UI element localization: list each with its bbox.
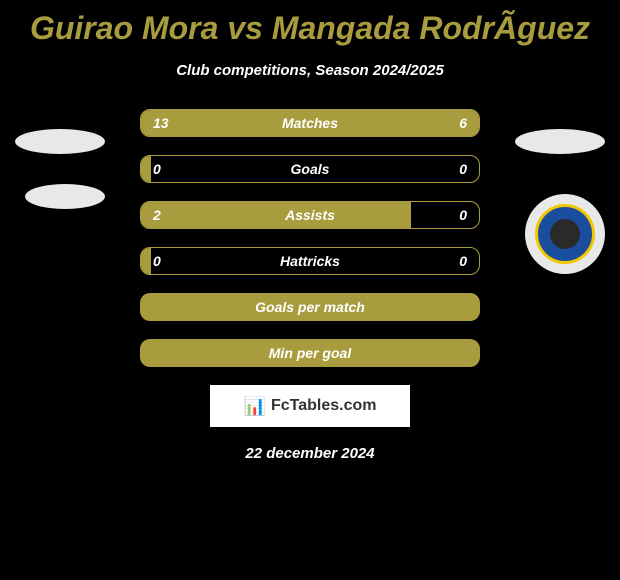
club-logo-icon — [535, 204, 595, 264]
comparison-content: 13 Matches 6 0 Goals 0 2 Assists 0 0 Hat… — [0, 109, 620, 462]
stat-row-min-per-goal: Min per goal — [140, 339, 480, 367]
stat-label: Assists — [141, 207, 479, 223]
player-badge-left — [25, 184, 105, 209]
stat-row-assists: 2 Assists 0 — [140, 201, 480, 229]
stat-label: Min per goal — [269, 345, 351, 361]
chart-icon: 📊 — [244, 396, 266, 417]
site-logo: 📊 FcTables.com — [210, 385, 410, 427]
stat-row-matches: 13 Matches 6 — [140, 109, 480, 137]
stat-row-hattricks: 0 Hattricks 0 — [140, 247, 480, 275]
club-badge-right — [525, 194, 605, 274]
stat-value-right: 6 — [459, 115, 467, 131]
stat-label: Goals — [141, 161, 479, 177]
page-title: Guirao Mora vs Mangada RodrÃ­guez — [0, 0, 620, 47]
stat-value-right: 0 — [459, 161, 467, 177]
stat-row-goals: 0 Goals 0 — [140, 155, 480, 183]
stat-row-goals-per-match: Goals per match — [140, 293, 480, 321]
stat-label: Hattricks — [141, 253, 479, 269]
stats-bars: 13 Matches 6 0 Goals 0 2 Assists 0 0 Hat… — [140, 109, 480, 367]
stat-label: Matches — [141, 115, 479, 131]
stat-value-right: 0 — [459, 207, 467, 223]
team-badge-left — [15, 129, 105, 154]
stat-label: Goals per match — [255, 299, 365, 315]
stat-value-right: 0 — [459, 253, 467, 269]
team-badge-right — [515, 129, 605, 154]
logo-text: FcTables.com — [271, 397, 377, 415]
page-subtitle: Club competitions, Season 2024/2025 — [0, 62, 620, 79]
date-label: 22 december 2024 — [0, 445, 620, 462]
